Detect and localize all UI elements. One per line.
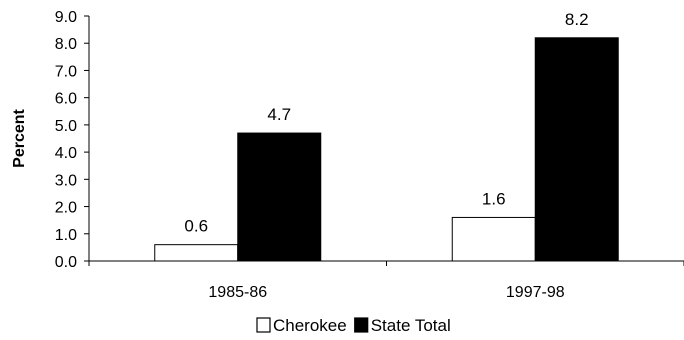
y-tick-label: 1.0 — [55, 227, 77, 244]
data-labels: 0.6 4.7 1.6 8.2 — [184, 10, 588, 236]
x-ticks: 1985-86 1997-98 — [88, 261, 684, 301]
data-label: 1.6 — [482, 189, 506, 208]
y-tick-label: 2.0 — [55, 200, 77, 217]
y-tick-label: 0.0 — [55, 254, 77, 271]
legend-swatch — [354, 317, 369, 333]
y-tick-label: 7.0 — [55, 63, 77, 80]
legend-label: State Total — [371, 316, 451, 335]
bar-state-total — [237, 132, 322, 262]
y-tick-label: 8.0 — [55, 36, 77, 53]
legend: Cherokee State Total — [256, 316, 451, 335]
x-tick-label: 1985-86 — [208, 284, 267, 301]
y-ticks: 0.0 1.0 2.0 3.0 4.0 5.0 6.0 7.0 8.0 9.0 — [55, 9, 89, 271]
x-tick-label: 1997-98 — [506, 284, 565, 301]
y-tick-label: 5.0 — [55, 118, 77, 135]
bar-cherokee — [154, 244, 239, 262]
y-axis-label: Percent — [11, 108, 28, 167]
data-label: 8.2 — [565, 10, 589, 29]
bar-cherokee — [451, 216, 536, 262]
y-tick-label: 4.0 — [55, 145, 77, 162]
y-tick-label: 6.0 — [55, 91, 77, 108]
legend-label: Cherokee — [273, 316, 347, 335]
legend-swatch — [256, 317, 271, 333]
bars — [154, 37, 619, 262]
y-tick-label: 3.0 — [55, 172, 77, 189]
data-label: 4.7 — [267, 105, 291, 124]
y-tick-label: 9.0 — [55, 9, 77, 26]
data-label: 0.6 — [184, 217, 208, 236]
bar-state-total — [534, 37, 619, 262]
